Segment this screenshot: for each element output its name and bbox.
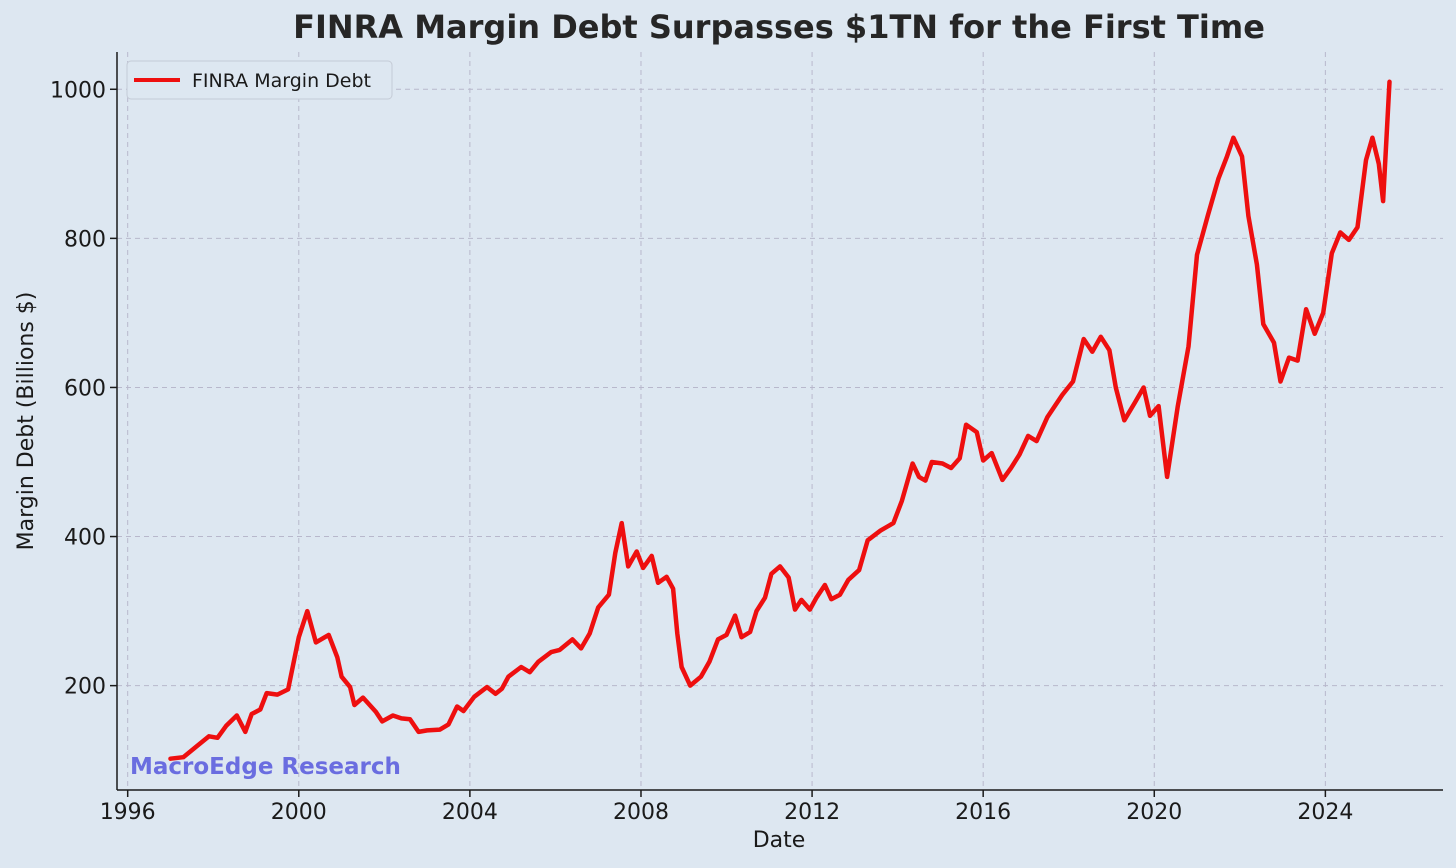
tick-labels: 1996 2000 2004 2008 2012 2016 2020 2024 200 400 60… xyxy=(50,78,1353,825)
x-tick-label: 2004 xyxy=(442,800,498,825)
y-tick-label: 600 xyxy=(64,376,106,401)
x-tick-label: 2020 xyxy=(1126,800,1182,825)
y-tick-label: 200 xyxy=(64,675,106,700)
legend: FINRA Margin Debt xyxy=(126,60,393,100)
y-tick-label: 800 xyxy=(64,227,106,252)
series-layer xyxy=(168,79,1392,761)
x-axis-label: Date xyxy=(753,828,806,853)
y-tick-label: 1000 xyxy=(50,78,106,103)
x-tick-label: 2024 xyxy=(1297,800,1353,825)
series-line-finra-margin-debt xyxy=(168,79,1392,761)
x-tick-label: 2008 xyxy=(613,800,669,825)
legend-entry: FINRA Margin Debt xyxy=(192,70,371,92)
y-axis-label: Margin Debt (Billions $) xyxy=(14,292,39,551)
watermark: MacroEdge Research xyxy=(130,754,401,780)
x-tick-label: 2000 xyxy=(271,800,327,825)
legend-box xyxy=(126,60,393,100)
x-tick-label: 2012 xyxy=(784,800,840,825)
axes xyxy=(110,52,1443,797)
x-tick-label: 1996 xyxy=(100,800,156,825)
y-tick-label: 400 xyxy=(64,526,106,551)
x-tick-label: 2016 xyxy=(955,800,1011,825)
chart-title: FINRA Margin Debt Surpasses $1TN for the… xyxy=(293,8,1265,46)
